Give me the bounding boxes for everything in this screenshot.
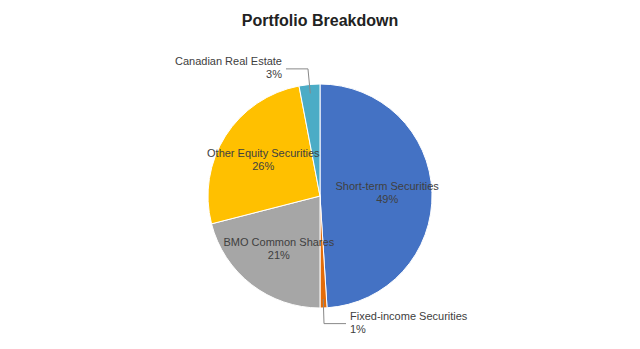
value-label: 26% <box>252 159 274 171</box>
slice <box>320 84 432 308</box>
category-label: Short-term Securities <box>336 180 440 192</box>
slice <box>299 84 320 196</box>
category-label: Canadian Real Estate <box>175 55 282 67</box>
pie: Short-term Securities49% Fixed-income Sec… <box>175 55 468 335</box>
value-label: 49% <box>376 193 398 205</box>
slice-label: Other Equity Securities26% <box>207 146 320 171</box>
slice <box>320 196 327 308</box>
leader-line <box>286 69 310 94</box>
title: Portfolio Breakdown <box>242 12 398 29</box>
slice-label: Fixed-income Securities1% <box>350 310 468 335</box>
slice-label: Short-term Securities49% <box>336 180 440 205</box>
slice-label: BMO Common Shares21% <box>223 236 334 261</box>
value-label: 3% <box>266 68 282 80</box>
leader-line <box>323 299 346 324</box>
value-label: 1% <box>350 323 366 335</box>
category-label: BMO Common Shares <box>223 236 334 248</box>
category-label: Fixed-income Securities <box>350 310 468 322</box>
labels: Short-term Securities49% Fixed-income Sec… <box>175 55 468 335</box>
chart: Portfolio Breakdown Short-term Securities… <box>0 0 640 349</box>
slice-label: Canadian Real Estate3% <box>175 55 282 80</box>
slices <box>208 84 432 308</box>
value-label: 21% <box>268 249 290 261</box>
category-label: Other Equity Securities <box>207 146 320 158</box>
